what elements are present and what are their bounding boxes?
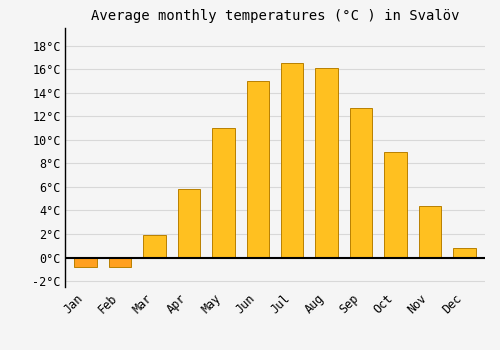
Bar [281,63,303,258]
Bar [109,258,132,267]
Bar [384,152,406,258]
Bar [316,68,338,258]
Bar [212,128,234,258]
Bar [418,206,441,258]
Bar [74,258,97,267]
Bar [350,108,372,258]
Bar [453,248,475,258]
Bar [178,189,200,258]
Bar [246,81,269,258]
Bar [144,235,166,258]
Title: Average monthly temperatures (°C ) in Svalöv: Average monthly temperatures (°C ) in Sv… [91,9,459,23]
